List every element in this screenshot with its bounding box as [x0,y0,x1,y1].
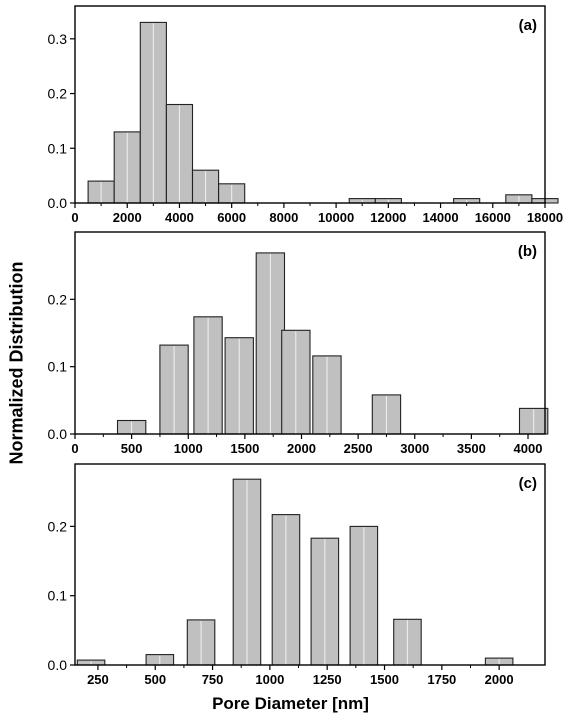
x-tick-label: 1500 [370,672,399,687]
x-tick-label: 4000 [514,441,543,456]
panel-c: 250 500 750 1000 1250 1500 1750 2000 0.0 0.1 0.2 (c… [48,463,546,687]
x-tick-label: 3000 [400,441,429,456]
panel-a: 0 2000 4000 6000 8000 10000 12000 14000 16000 180… [48,5,563,225]
y-tick-label: 0.2 [48,291,68,307]
x-tick-label: 12000 [370,210,406,225]
plot-frame [74,463,546,666]
y-tick-label: 0.2 [48,518,68,534]
x-tick-label: 10000 [318,210,354,225]
panel-label: (c) [519,475,537,492]
x-tick-label: 500 [144,672,166,687]
panel-b: 0 500 1000 1500 2000 2500 3000 3500 4000 0.0 0.1 0.… [48,231,549,456]
x-tick-label: 2000 [113,210,142,225]
panel-label: (a) [519,17,537,34]
x-tick-label: 1000 [255,672,284,687]
y-tick-label: 0.3 [48,31,68,47]
y-tick-label: 0.1 [48,140,68,156]
y-tick-label: 0.0 [48,426,68,442]
x-tick-label: 2500 [344,441,373,456]
x-tick-label: 500 [121,441,143,456]
x-tick-label: 14000 [422,210,458,225]
x-tick-label: 2000 [287,441,316,456]
x-tick-label: 1000 [174,441,203,456]
y-tick-label: 0.2 [48,86,68,102]
y-tick-label: 0.0 [48,195,68,211]
x-tick-label: 750 [202,672,224,687]
x-tick-label: 1500 [230,441,259,456]
x-tick-label: 3500 [457,441,486,456]
x-tick-label: 0 [71,210,78,225]
x-tick-label: 0 [71,441,78,456]
x-tick-label: 4000 [165,210,194,225]
x-tick-label: 6000 [217,210,246,225]
x-tick-label: 2000 [485,672,514,687]
panel-label: (b) [518,243,537,260]
x-tick-label: 8000 [269,210,298,225]
y-tick-label: 0.1 [48,588,68,604]
y-tick-label: 0.0 [48,657,68,673]
x-tick-label: 18000 [527,210,563,225]
x-tick-label: 16000 [475,210,511,225]
y-tick-label: 0.1 [48,359,68,375]
x-tick-label: 250 [87,672,109,687]
x-axis-title: Pore Diameter [nm] [212,694,369,713]
x-tick-label: 1750 [427,672,456,687]
plot-frame [74,231,546,435]
x-tick-label: 1250 [313,672,342,687]
